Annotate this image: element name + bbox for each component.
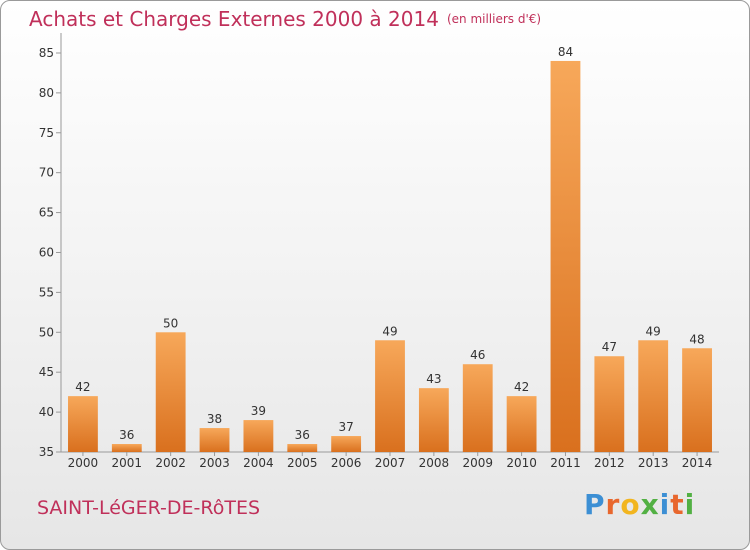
x-tick-label-2006: 2006: [331, 456, 362, 470]
logo-letter: x: [640, 488, 660, 521]
chart-bars: [68, 60, 712, 452]
bar-2005: [287, 444, 318, 452]
data-label-2005: 36: [295, 428, 310, 442]
data-label-2008: 43: [426, 372, 441, 386]
chart-unit-label: (en milliers d'€): [446, 12, 542, 26]
chart-title: Achats et Charges Externes 2000 à 2014 (e…: [29, 7, 541, 31]
bar-2002: [155, 332, 186, 452]
chart-axes: 35 40 45 50 55 60 65 70 75 80 85: [39, 33, 719, 459]
y-tick-label: 35: [39, 445, 54, 459]
bar-2011: [550, 60, 581, 452]
logo-letter: i: [684, 488, 696, 521]
data-label-2002: 50: [163, 316, 178, 330]
data-label-2014: 48: [689, 332, 704, 346]
commune-name: SAINT-LéGER-DE-RôTES: [37, 497, 261, 519]
data-label-2012: 47: [602, 340, 617, 354]
bar-2007: [375, 340, 405, 452]
bar-2013: [638, 340, 669, 452]
y-tick-label: 50: [39, 325, 54, 339]
bar-2001: [111, 444, 142, 452]
y-tick-label: 80: [39, 86, 54, 100]
x-tick-label-2001: 2001: [112, 456, 143, 470]
x-tick-label-2004: 2004: [243, 456, 274, 470]
y-tick-label: 60: [39, 245, 54, 259]
logo-letter: t: [670, 488, 685, 521]
x-tick-label-2003: 2003: [199, 456, 230, 470]
data-label-2009: 46: [470, 348, 485, 362]
data-label-2001: 36: [119, 428, 134, 442]
chart-labels: 2000 42 2001 36 2002 50 2003 38 2004 39 2005 36 2006…: [68, 45, 713, 470]
x-tick-label-2000: 2000: [68, 456, 99, 470]
bar-2006: [331, 436, 362, 452]
y-tick-label: 85: [39, 46, 54, 60]
logo-letter: i: [659, 488, 671, 521]
data-label-2007: 49: [382, 324, 397, 338]
proxiti-logo: Proxiti: [584, 488, 695, 521]
y-tick-label: 55: [39, 285, 54, 299]
x-tick-label-2007: 2007: [375, 456, 406, 470]
y-tick-label: 40: [39, 405, 54, 419]
x-tick-label-2011: 2011: [550, 456, 581, 470]
y-tick-label: 75: [39, 126, 54, 140]
x-tick-label-2005: 2005: [287, 456, 318, 470]
data-label-2004: 39: [251, 404, 266, 418]
x-tick-label-2013: 2013: [638, 456, 669, 470]
y-tick-label: 65: [39, 206, 54, 220]
chart-title-text: Achats et Charges Externes 2000 à 2014: [29, 7, 439, 31]
bar-2010: [506, 396, 537, 452]
logo-letter: r: [605, 488, 621, 521]
logo-letter: P: [584, 488, 606, 521]
x-tick-label-2012: 2012: [594, 456, 625, 470]
x-tick-label-2008: 2008: [419, 456, 450, 470]
y-tick-label: 45: [39, 365, 54, 379]
bar-2008: [418, 388, 449, 452]
data-label-2010: 42: [514, 380, 529, 394]
bar-2003: [199, 428, 230, 452]
data-label-2013: 49: [646, 324, 661, 338]
data-label-2003: 38: [207, 412, 222, 426]
data-label-2000: 42: [75, 380, 90, 394]
x-tick-label-2014: 2014: [682, 456, 713, 470]
x-tick-label-2009: 2009: [462, 456, 493, 470]
bar-2009: [462, 364, 493, 452]
data-label-2006: 37: [338, 420, 353, 434]
bar-2004: [243, 420, 274, 452]
bar-2012: [594, 356, 625, 452]
x-tick-label-2002: 2002: [155, 456, 186, 470]
x-tick-label-2010: 2010: [506, 456, 537, 470]
logo-letter: o: [620, 488, 641, 521]
bar-2014: [682, 348, 712, 452]
bar-2000: [68, 396, 98, 452]
y-tick-label: 70: [39, 166, 54, 180]
data-label-2011: 84: [558, 45, 573, 59]
